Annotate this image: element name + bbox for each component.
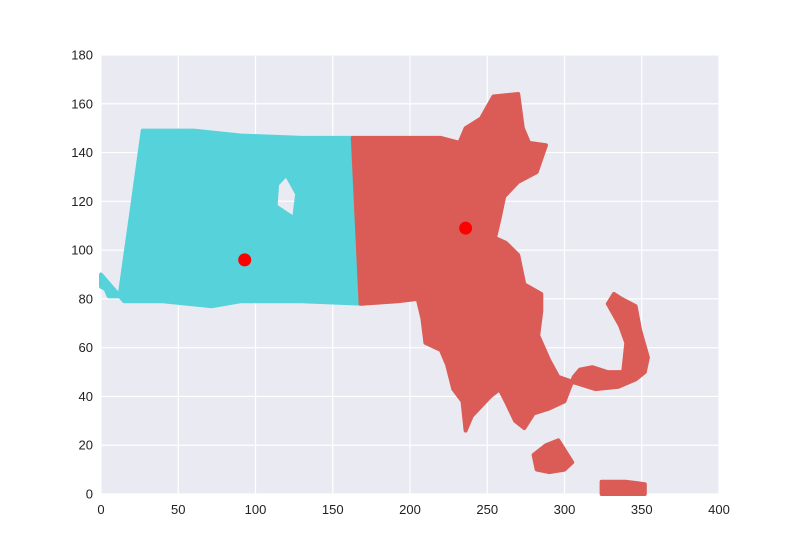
cluster-region-2 xyxy=(531,438,575,475)
x-axis: 0 50 100 150 200 250 300 350 400 xyxy=(97,502,729,517)
y-axis: 0 20 40 60 80 100 120 140 160 180 xyxy=(71,48,93,502)
cluster-layer xyxy=(99,92,650,496)
y-tick-label: 140 xyxy=(71,145,93,160)
x-tick-label: 100 xyxy=(245,502,267,517)
x-tick-label: 200 xyxy=(399,502,421,517)
y-tick-label: 40 xyxy=(79,389,93,404)
x-tick-label: 350 xyxy=(631,502,653,517)
x-tick-label: 50 xyxy=(171,502,185,517)
centroid-layer xyxy=(238,221,473,267)
cluster-region-3 xyxy=(599,479,647,496)
centroid-point-1 xyxy=(459,221,473,235)
x-tick-label: 150 xyxy=(322,502,344,517)
y-tick-label: 0 xyxy=(86,487,93,502)
x-tick-label: 250 xyxy=(476,502,498,517)
centroid-point-0 xyxy=(238,253,252,267)
y-tick-label: 20 xyxy=(79,438,93,453)
x-tick-label: 300 xyxy=(554,502,576,517)
y-tick-label: 160 xyxy=(71,96,93,111)
y-tick-label: 100 xyxy=(71,243,93,258)
y-tick-label: 180 xyxy=(71,48,93,63)
x-tick-label: 0 xyxy=(97,502,104,517)
y-tick-label: 60 xyxy=(79,340,93,355)
cluster-region-0 xyxy=(99,128,366,309)
x-tick-label: 400 xyxy=(708,502,730,517)
y-tick-label: 80 xyxy=(79,291,93,306)
y-tick-label: 120 xyxy=(71,194,93,209)
cluster-region-1 xyxy=(350,92,650,433)
